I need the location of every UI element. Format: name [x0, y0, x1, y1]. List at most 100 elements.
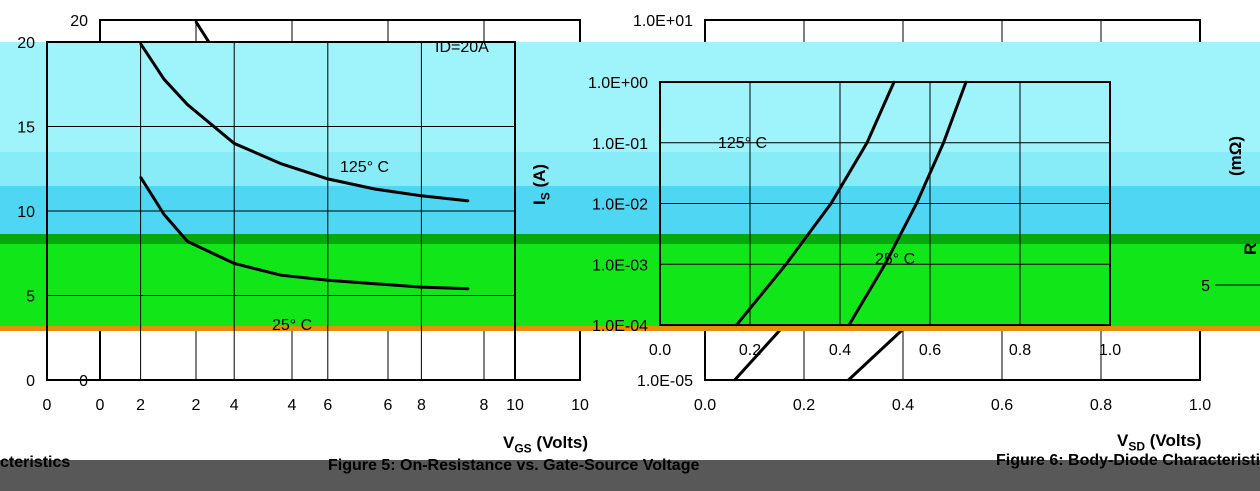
- fig6-shift-xtick: 0.2: [739, 342, 761, 359]
- fig6-shift-series-point: [784, 263, 788, 266]
- fig6-xtick: 1.0: [1189, 397, 1211, 414]
- fig6-shift-series-point: [847, 323, 851, 327]
- fig5-shift-series-point: [162, 77, 166, 81]
- fig6-xtick: 0.8: [1090, 397, 1112, 414]
- fig6-shift-xtick: 0.4: [829, 342, 851, 359]
- fig6-xtick: 0.6: [991, 397, 1013, 414]
- fig5-xtick: 10: [571, 397, 589, 414]
- fig6-xlabel-unit: (Volts): [1145, 431, 1202, 450]
- fig6-shift-series-point: [883, 263, 887, 266]
- fig5-shift-ytick: 20: [17, 35, 35, 52]
- fig6-ytick: 1.0E+01: [633, 13, 693, 30]
- fig5-shift-xtick: 2: [136, 397, 145, 414]
- fig5-xtick: 6: [384, 397, 393, 414]
- fig5-shift-series-point: [186, 103, 189, 106]
- fig6-series-point: [733, 378, 736, 382]
- fig5-shift-frame: [46, 41, 516, 381]
- fig6-xlabel-main: V: [1117, 431, 1129, 450]
- fig5-ytick: 0: [79, 373, 88, 390]
- fig6-ylabel-sub: S: [538, 192, 553, 201]
- fig5-ytick: 20: [70, 13, 88, 30]
- right-fragment-ytick: 5: [1201, 278, 1210, 295]
- cyan-band: [0, 42, 1260, 152]
- fig6-xtick: 0.0: [694, 397, 716, 414]
- fig6-shift-series-point: [865, 141, 869, 144]
- fig6-shift-ytick: 1.0E-02: [592, 197, 648, 214]
- fig6-cold-annotation: 25° C: [875, 251, 915, 268]
- fig5-shift-xtick: 0: [43, 397, 52, 414]
- fig6-ylabel-unit: (A): [530, 163, 549, 193]
- fig6-xtick: 0.4: [892, 397, 914, 414]
- fig6-title: Figure 6: Body-Diode Characteristics: [996, 452, 1260, 469]
- fig6-shift-ytick: 1.0E-01: [592, 136, 648, 153]
- fig5-xlabel-sub: GS: [514, 441, 532, 456]
- fig5-xtick: 0: [96, 397, 105, 414]
- fig6-shift-ytick: 1.0E-03: [592, 257, 648, 274]
- fig6-shift-series-point: [942, 141, 945, 144]
- fig6-shift-series-point: [915, 202, 918, 205]
- fig5-xtick: 8: [480, 397, 489, 414]
- orange-strip: [0, 326, 1260, 331]
- fig5-hot-annotation: 125° C: [340, 159, 389, 176]
- fig5-shift-ytick: 10: [17, 204, 35, 221]
- fig5-cold-annotation: 25° C: [272, 317, 312, 334]
- fig5-xlabel: VGS (Volts): [503, 433, 588, 455]
- fig6-shift-xtick: 1.0: [1099, 342, 1121, 359]
- blue-band: [0, 186, 1260, 234]
- fig5-shift-series-point: [162, 213, 166, 216]
- fig6-shift-series-point: [829, 202, 833, 205]
- fig6-shift-series-point: [892, 80, 896, 84]
- fig5-shift-series-point: [373, 187, 376, 191]
- fig5-shift-xtick: 10: [506, 397, 524, 414]
- fig6-shift-series-point: [964, 80, 968, 84]
- fig6-ytick: 1.0E-05: [637, 373, 693, 390]
- fig5-shift-series-point: [420, 194, 423, 197]
- fig5-shift-series-point: [279, 274, 283, 277]
- fig5-title: Figure 5: On-Resistance vs. Gate-Source …: [328, 457, 700, 474]
- fig5-shift-ytick: 0: [26, 373, 35, 390]
- fig5-id-annotation: ID=20A: [435, 39, 489, 56]
- fig6-shift-ytick: 1.0E-04: [592, 318, 648, 335]
- fig5-shift-xtick: 8: [417, 397, 426, 414]
- fig5-xtick: 2: [192, 397, 201, 414]
- fig5-shift-series-point: [186, 240, 189, 243]
- fig5-shift-series-point: [279, 162, 283, 165]
- right-fragment-ylabel-prefix: R: [1241, 242, 1260, 255]
- fig5-shift-ytick: 5: [26, 289, 35, 306]
- fig6-ylabel-main: I: [530, 200, 549, 205]
- bottom-dark-band: [0, 460, 1260, 491]
- fig6-hot-annotation: 125° C: [718, 135, 767, 152]
- left-fragment-title: cteristics: [0, 454, 71, 471]
- fig5-shift-series-point: [326, 279, 329, 282]
- fig6-xlabel-sub: SD: [1128, 439, 1146, 454]
- fig6-shift-frame: [659, 81, 1111, 326]
- fig6-shift-xtick: 0.8: [1009, 342, 1031, 359]
- fig5-xtick: 4: [288, 397, 297, 414]
- fig6-shift-xtick: 0.0: [649, 342, 671, 359]
- fig5-shift-series-point: [326, 177, 329, 181]
- fig6-xlabel: VSD (Volts): [1117, 431, 1201, 453]
- green-band: [0, 244, 1260, 328]
- fig6-ylabel: IS (A): [530, 164, 552, 205]
- right-fragment-ylabel: (mΩ): [1226, 135, 1245, 176]
- fig5-shift-series-point: [139, 176, 142, 179]
- fig6-shift-ytick: 1.0E+00: [588, 75, 648, 92]
- fig5-xlabel-unit: (Volts): [531, 433, 589, 452]
- light-blue-band: [0, 152, 1260, 186]
- fig6-series-point: [847, 378, 850, 382]
- fig5-shift-xtick: 4: [230, 397, 239, 414]
- fig5-shift-xtick: 6: [323, 397, 332, 414]
- fig5-shift-ytick: 15: [17, 120, 35, 137]
- fig6-shift-xtick: 0.6: [919, 342, 941, 359]
- fig6-xtick: 0.2: [793, 397, 815, 414]
- fig5-shift-series-point: [373, 282, 376, 285]
- fig6-shift-series-point: [735, 323, 738, 327]
- fig5-shift-series-point: [139, 42, 142, 45]
- fig5-series-point: [194, 20, 198, 23]
- fig5-xlabel-main: V: [503, 433, 515, 452]
- fig5-shift-series-point: [467, 199, 470, 203]
- fig5-shift-series-point: [233, 262, 236, 265]
- fig5-shift-series-point: [467, 287, 470, 290]
